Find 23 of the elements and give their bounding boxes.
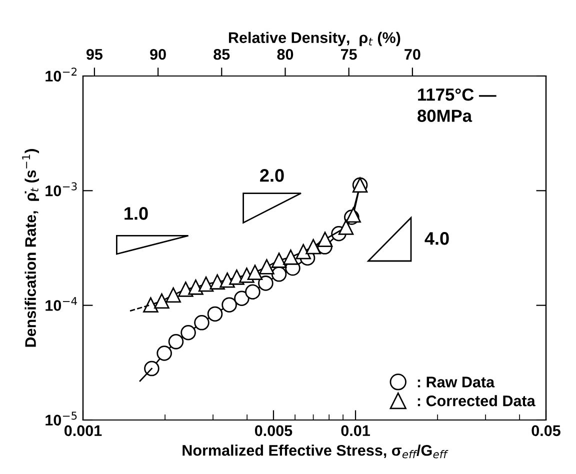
x2-tick-label: 70 (404, 48, 420, 60)
y-tick-label: 10$^{−5}$ (46, 412, 77, 426)
annotation: 1175°C — 80MPa (418, 88, 496, 122)
x-tick-label: 0.05 (532, 425, 560, 436)
y-tick-label: 10$^{−2}$ (46, 68, 77, 82)
annotation: 2.0 (260, 169, 284, 182)
annotation: 1.0 (124, 207, 148, 220)
x2-tick-label: 80 (277, 48, 294, 60)
legend-label: : Raw Data (418, 376, 495, 388)
x-tick-label: 0.01 (341, 425, 370, 436)
x-tick-label: 0.001 (64, 425, 102, 436)
x-axis-title: Normalized Effective Stress, σ$_{eff}$/G$_{eff}$ (182, 444, 448, 458)
x2-tick-label: 90 (150, 48, 166, 60)
y-axis-title: Densification Rate, ρ̇$_{t}$ (s$^{−1}$) (22, 149, 39, 347)
x2-axis-title: Relative Density, ρ$_{t}$ (%) (228, 32, 400, 46)
annotation: 4.0 (424, 232, 449, 245)
y-tick-label: 10$^{−3}$ (46, 182, 77, 196)
x-tick-label: 0.005 (254, 425, 292, 436)
x2-tick-label: 85 (214, 48, 230, 60)
y-tick-label: 10$^{−4}$ (46, 297, 77, 311)
legend-label: : Corrected Data (418, 395, 536, 406)
x2-tick-label: 95 (86, 48, 103, 60)
x2-tick-label: 75 (341, 49, 357, 60)
